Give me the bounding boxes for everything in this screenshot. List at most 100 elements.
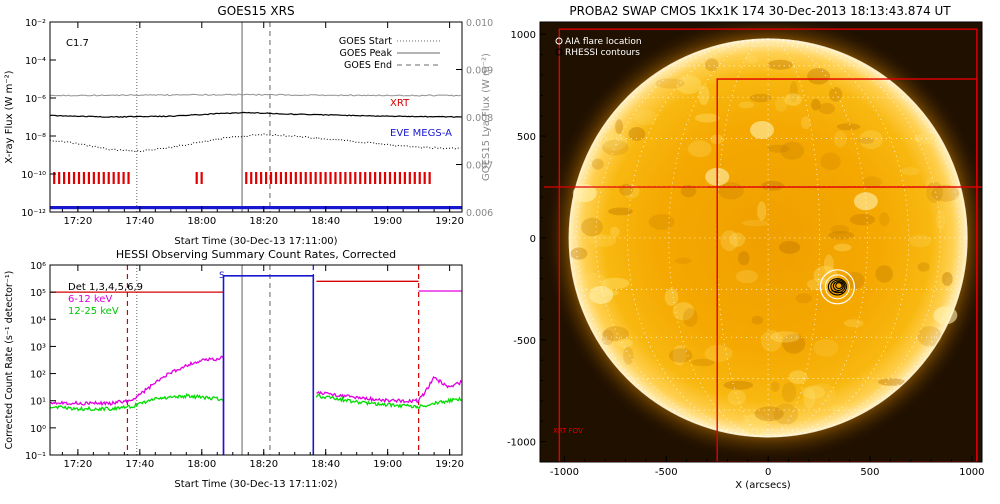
y-tick-label: 10⁻¹² (21, 208, 46, 219)
xrt-coverage-mark (112, 172, 115, 184)
disk-texture-blob (925, 178, 936, 189)
legend-entry-goes-peak: GOES Peak (340, 48, 393, 59)
y2-tick-label: 0.010 (466, 18, 493, 29)
disk-texture-blob (610, 226, 620, 238)
disk-texture-blob (738, 101, 755, 109)
disk-texture-blob (683, 308, 698, 327)
disk-texture-blob (770, 381, 780, 392)
disk-texture-blob (878, 378, 906, 386)
xrt-coverage-mark (122, 172, 125, 184)
swap-image (543, 22, 982, 462)
goes-plot-area (50, 22, 462, 212)
disk-texture-blob (770, 331, 800, 343)
rhessi-contour-mark (831, 290, 844, 294)
xrt-coverage-mark (67, 172, 71, 184)
aia-flare-marker-inner (824, 274, 850, 300)
legend-entry-6-12kev: 6-12 keV (68, 294, 112, 305)
series-short-channel (50, 133, 461, 153)
xrt-coverage-mark (102, 172, 105, 184)
xrt-coverage-mark (117, 172, 120, 184)
xrt-coverage-mark (388, 172, 392, 184)
xrt-coverage-mark (92, 172, 95, 184)
disk-texture-blob (742, 413, 768, 435)
hessi-title: HESSI Observing Summary Count Rates, Cor… (116, 248, 396, 261)
disk-texture-blob (849, 213, 876, 226)
disk-texture-blob (698, 85, 710, 105)
y-tick-label: 10⁶ (30, 261, 46, 272)
x-tick-label: 17:40 (125, 216, 154, 227)
xrt-coverage-mark (72, 172, 76, 184)
disk-texture-blob (945, 276, 955, 293)
disk-texture-blob (634, 109, 657, 126)
x-tick-label: -500 (655, 467, 678, 478)
xrt-coverage-mark (299, 172, 302, 184)
y-tick-label: 1000 (511, 30, 536, 41)
y-tick-label: 10⁻² (25, 18, 46, 29)
disk-texture-blob (833, 243, 852, 252)
x-tick-label: 17:40 (125, 459, 154, 470)
x-tick-label: 19:00 (373, 459, 402, 470)
longitude-line (668, 38, 769, 438)
x-tick-label: 18:20 (249, 459, 278, 470)
disk-texture-blob (833, 131, 847, 148)
goes-panel: GOES15 XRS Start Time (30-Dec-13 17:11:0… (4, 4, 493, 247)
hessi-ylabel: Corrected Count Rate (s⁻¹ detector⁻¹) (4, 271, 15, 450)
disk-texture-blob (761, 330, 782, 352)
disk-texture-blob (795, 293, 812, 304)
disk-texture-blob (742, 219, 769, 227)
series-6-12-kev (50, 355, 224, 407)
disk-texture-blob (830, 224, 850, 234)
disk-texture-blob (917, 326, 942, 347)
disk-texture-blob (757, 201, 767, 221)
xrt-coverage-mark (304, 172, 307, 184)
disk-texture-blob (705, 58, 719, 72)
active-region (750, 120, 775, 139)
disk-texture-blob (672, 302, 695, 321)
disk-texture-blob (599, 131, 623, 148)
saa-annotation: S (219, 271, 225, 281)
swap-legend: AIA flare location RHESSI contours (555, 37, 642, 58)
disk-texture-blob (781, 382, 797, 403)
y-tick-label: 10⁵ (30, 288, 46, 299)
series-12-25-kev (50, 392, 225, 412)
aia-flare-marker (819, 269, 855, 305)
xrt-coverage-mark (260, 172, 263, 184)
y2-tick-label: 0.008 (466, 113, 493, 124)
xrt-coverage-mark (393, 172, 397, 184)
disk-texture-blob (591, 158, 604, 170)
xrt-coverage-mark (428, 172, 431, 184)
disk-texture-blob (811, 98, 821, 111)
y-tick-label: 10⁻⁸ (25, 132, 46, 143)
y-tick-label: 10³ (30, 342, 46, 353)
disk-texture-blob (720, 230, 739, 252)
disk-texture-blob (674, 257, 692, 265)
x-tick-label: 0 (765, 467, 771, 478)
disk-texture-blob (830, 405, 851, 413)
eve-coverage-band (50, 206, 462, 210)
plot-frame (49, 264, 463, 456)
disk-texture-blob (727, 389, 746, 406)
y-tick-label: 0 (530, 234, 536, 245)
disk-texture-blob (823, 254, 834, 275)
disk-texture-blob (691, 358, 715, 367)
disk-texture-blob (936, 209, 946, 231)
plot-frame (539, 21, 983, 463)
xrt-coverage-mark (364, 172, 367, 184)
flare-contours (819, 269, 855, 305)
series-saa (222, 274, 315, 455)
legend-entry-aia: AIA flare location (565, 37, 642, 47)
xrt-coverage-mark (378, 172, 382, 184)
disk-texture-blob (914, 133, 938, 145)
disk-texture-blob (808, 383, 836, 405)
y2-tick-label: 0.006 (466, 208, 493, 219)
disk-texture-blob (931, 184, 960, 202)
disk-texture-blob (581, 217, 603, 237)
xrt-coverage-mark (87, 172, 90, 184)
disk-texture-blob (761, 180, 784, 191)
xrt-coverage-mark (324, 172, 327, 184)
xrt-coverage-mark (339, 172, 342, 184)
xrt-coverage-mark (344, 172, 347, 184)
xrt-coverage-mark (349, 172, 352, 184)
y2-tick-label: 0.007 (466, 161, 493, 172)
disk-texture-blob (664, 288, 679, 306)
